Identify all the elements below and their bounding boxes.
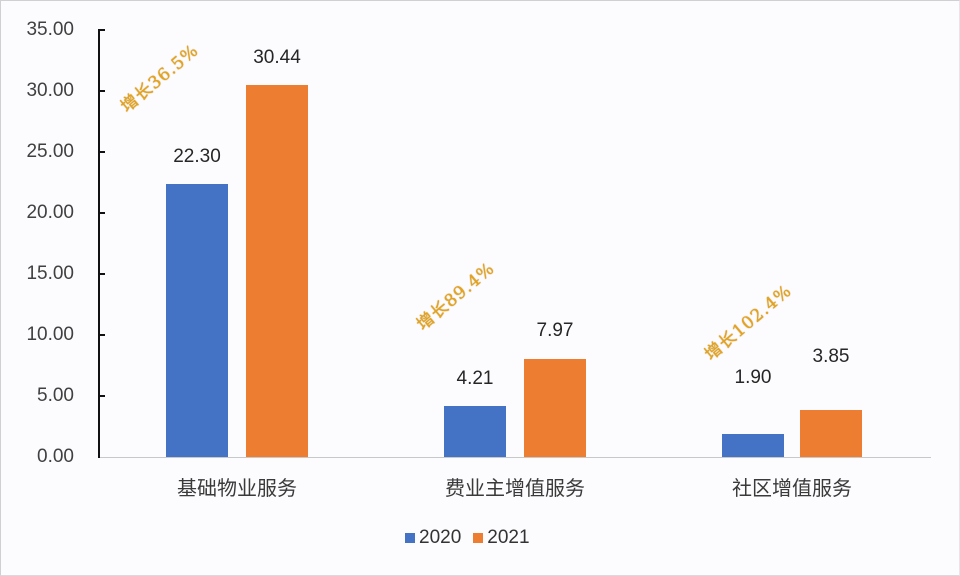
bar-2020-basic-property [166,184,228,457]
y-tick-label: 35.00 [26,19,74,40]
y-axis-line [98,29,100,458]
bar-2020-owner-value-added [444,406,506,457]
bar-2021-owner-value-added [524,359,586,457]
legend-item-2021: 2021 [473,527,530,549]
y-tick-label: 5.00 [37,385,74,406]
legend-swatch-2020 [405,533,415,543]
y-tick [100,395,105,397]
bar-2020-community-value-added [722,434,784,457]
y-tick-label: 25.00 [26,141,74,162]
category-label: 基础物业服务 [177,478,297,500]
y-tick [100,212,105,214]
data-label: 3.85 [812,346,850,367]
data-label: 4.21 [456,368,494,389]
y-tick [100,29,105,31]
category-label: 社区增值服务 [732,478,852,500]
data-label: 30.44 [253,47,301,68]
category-label: 费业主增值服务 [445,478,585,500]
y-tick [100,334,105,336]
y-tick [100,273,105,275]
data-label: 1.90 [734,367,772,388]
y-tick-label: 20.00 [26,202,74,223]
data-label: 22.30 [173,146,221,167]
y-tick [100,90,105,92]
bar-2021-community-value-added [800,410,862,457]
legend-swatch-2021 [473,533,484,543]
y-tick-label: 10.00 [26,324,74,345]
legend: 2020 2021 [405,527,542,549]
y-tick-label: 30.00 [26,80,74,101]
y-tick-label: 0.00 [37,446,74,467]
legend-item-2020: 2020 [405,527,461,549]
bar-2021-basic-property [246,85,308,457]
x-axis-line [100,457,931,458]
y-tick-label: 15.00 [26,263,74,284]
legend-label: 2021 [487,527,530,548]
data-label: 7.97 [536,320,574,341]
y-tick [100,151,105,153]
legend-label: 2020 [419,527,462,548]
